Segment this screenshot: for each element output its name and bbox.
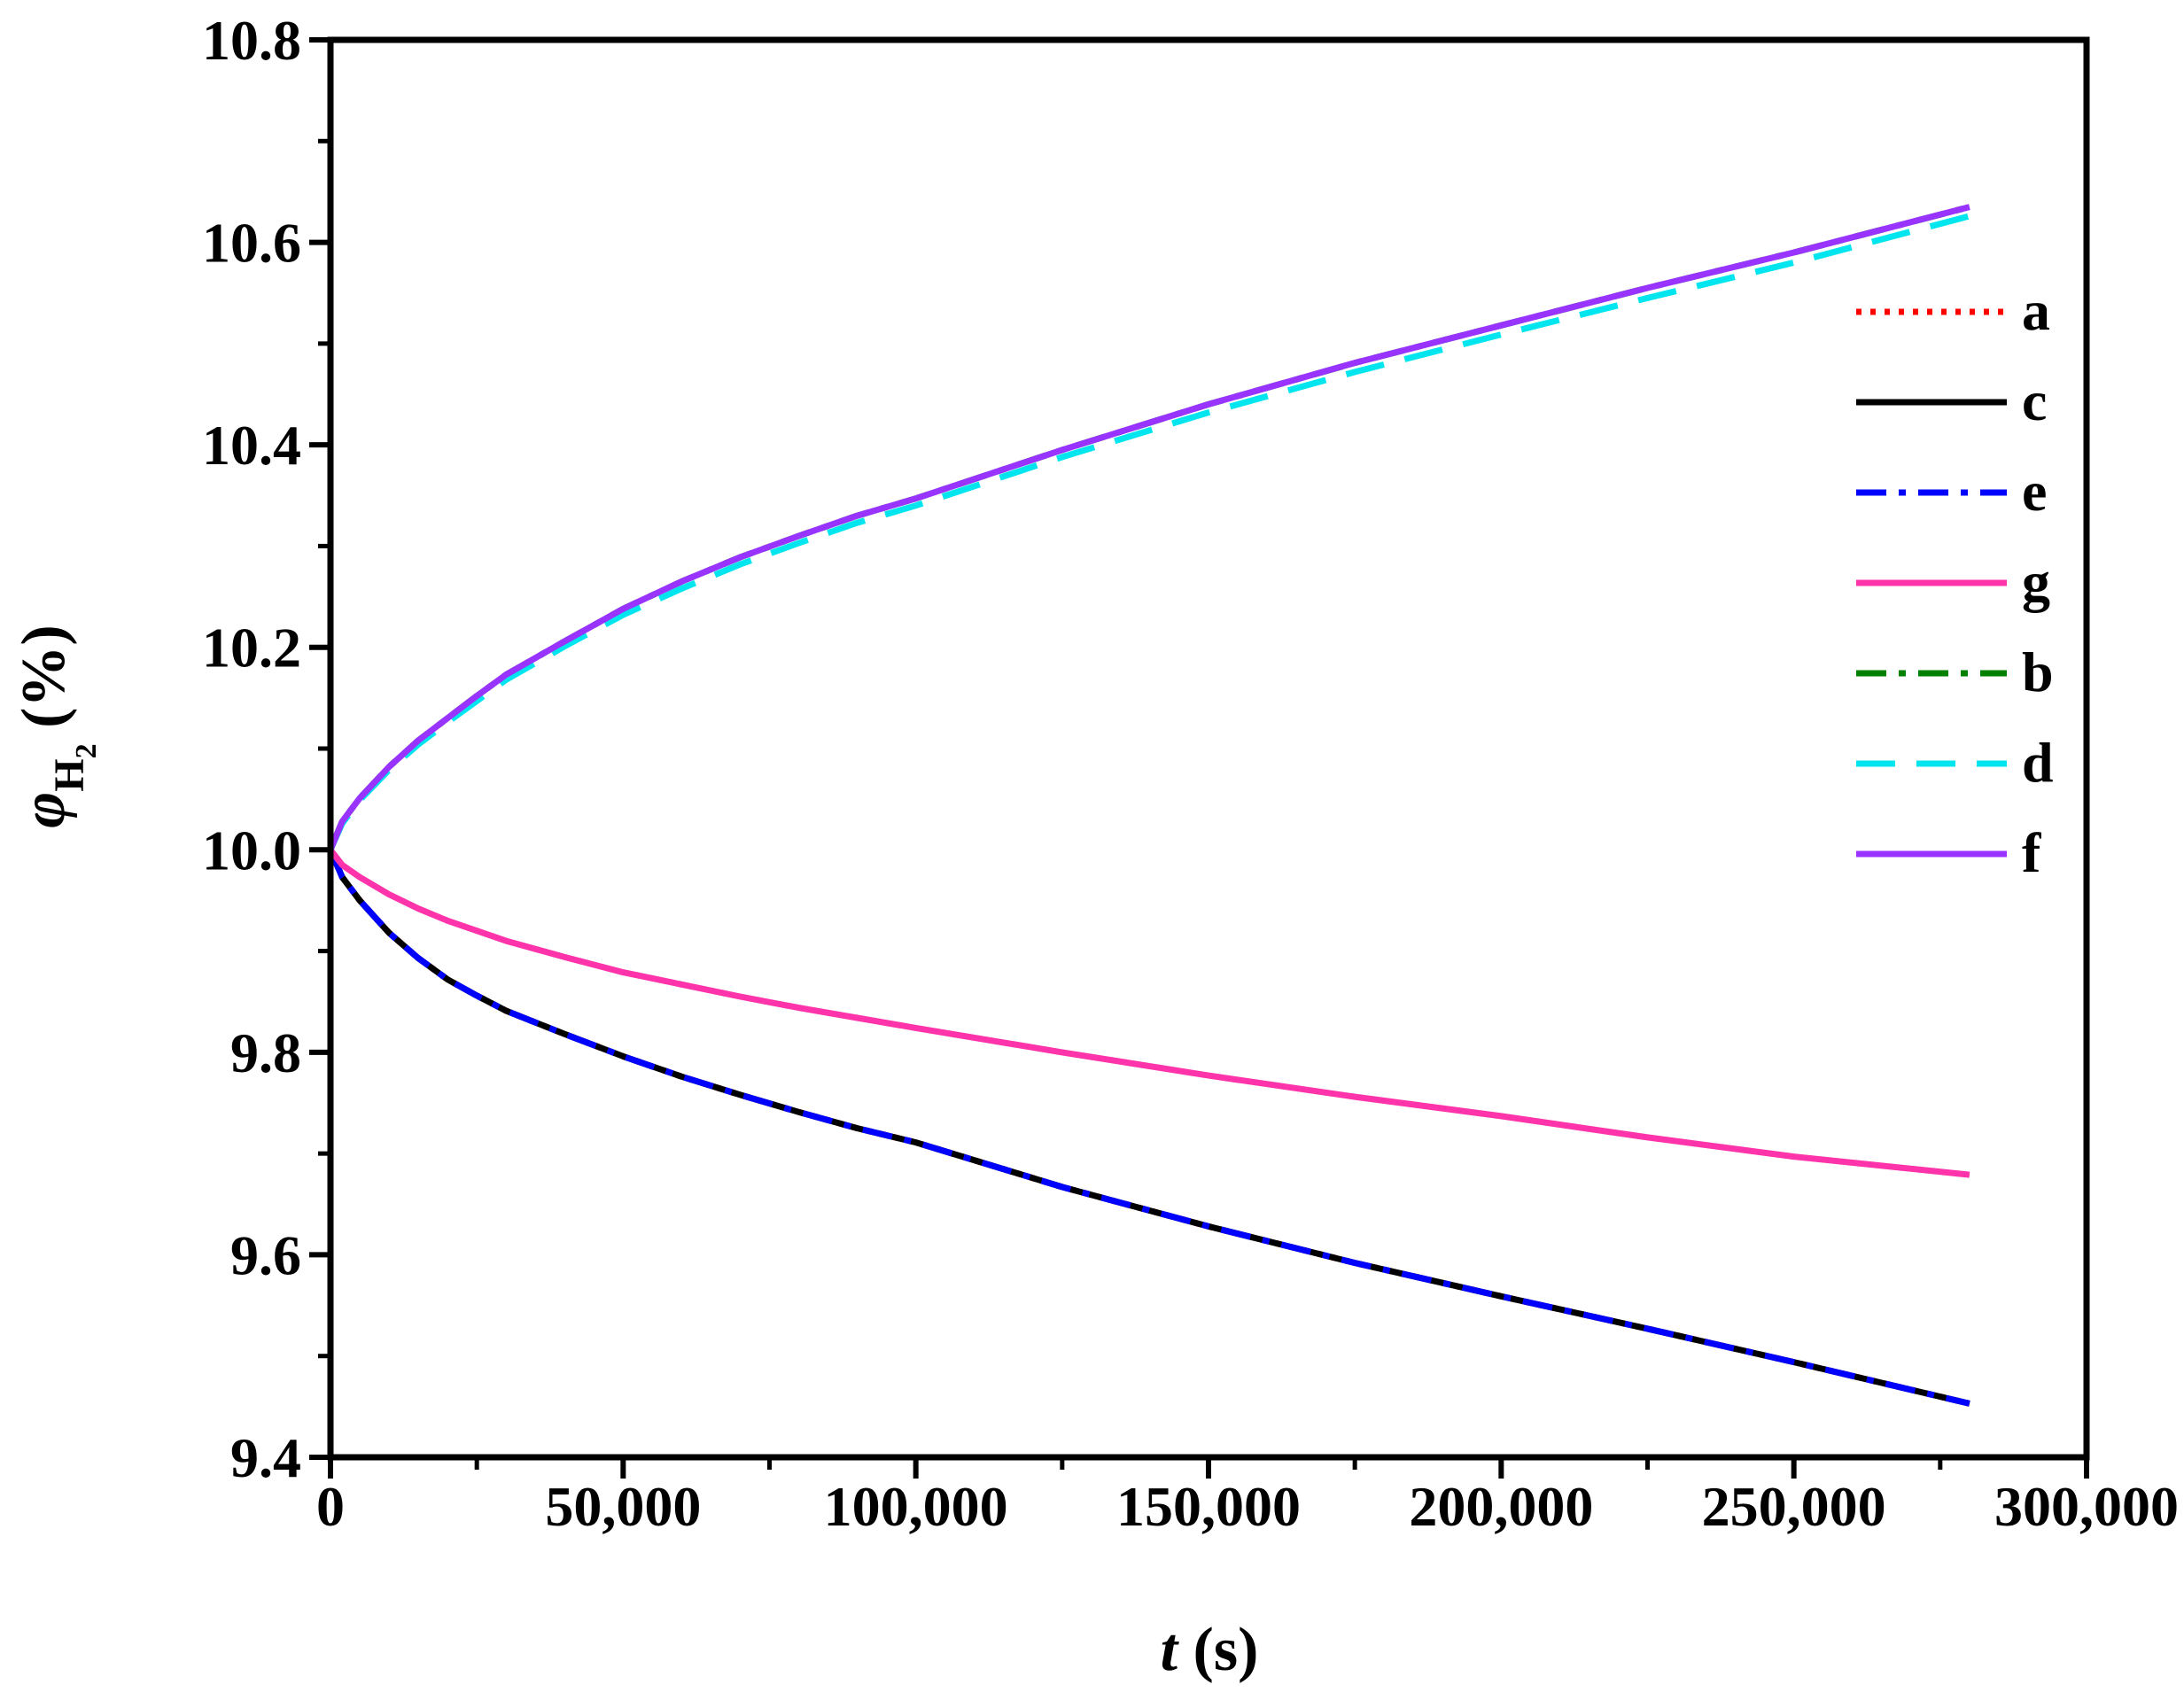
series-line-d: [327, 213, 1970, 851]
x-tick-label: 100,000: [824, 1475, 1008, 1538]
y-tick-label: 10.4: [202, 414, 301, 477]
y-tick-label: 9.8: [230, 1021, 301, 1084]
legend-label-a: a: [2022, 279, 2050, 342]
x-tick-label: 200,000: [1409, 1475, 1593, 1538]
y-tick-label: 10.0: [202, 819, 301, 881]
axis-ticks: 0 50,000 100,000 150,000 200,000 250,000 300,0…: [202, 9, 2179, 1538]
legend-label-d: d: [2022, 731, 2054, 794]
series-line-e: [327, 848, 1970, 1407]
legend-label-f: f: [2022, 821, 2041, 884]
legend-label-g: g: [2022, 550, 2050, 613]
x-tick-label: 300,000: [1994, 1475, 2179, 1538]
legend-label-e: e: [2022, 460, 2047, 523]
x-tick-label: 150,000: [1116, 1475, 1301, 1538]
legend-label-c: c: [2022, 369, 2047, 432]
legend-label-b: b: [2022, 640, 2054, 703]
y-tick-label: 9.4: [230, 1426, 301, 1489]
y-axis-title: φH2 (%): [10, 625, 103, 827]
series-line-f: [327, 204, 1970, 851]
x-axis-title: t (s): [1161, 1616, 1259, 1684]
series-line-g: [328, 848, 1970, 1178]
y-tick-label: 9.6: [230, 1223, 301, 1286]
y-tick-label: 10.2: [202, 617, 301, 679]
x-tick-label: 50,000: [545, 1475, 701, 1538]
series-lines: [327, 204, 1970, 1407]
x-tick-label: 250,000: [1702, 1475, 1886, 1538]
y-tick-label: 10.8: [202, 9, 301, 72]
y-tick-label: 10.6: [202, 212, 301, 275]
x-tick-label: 0: [316, 1475, 345, 1538]
